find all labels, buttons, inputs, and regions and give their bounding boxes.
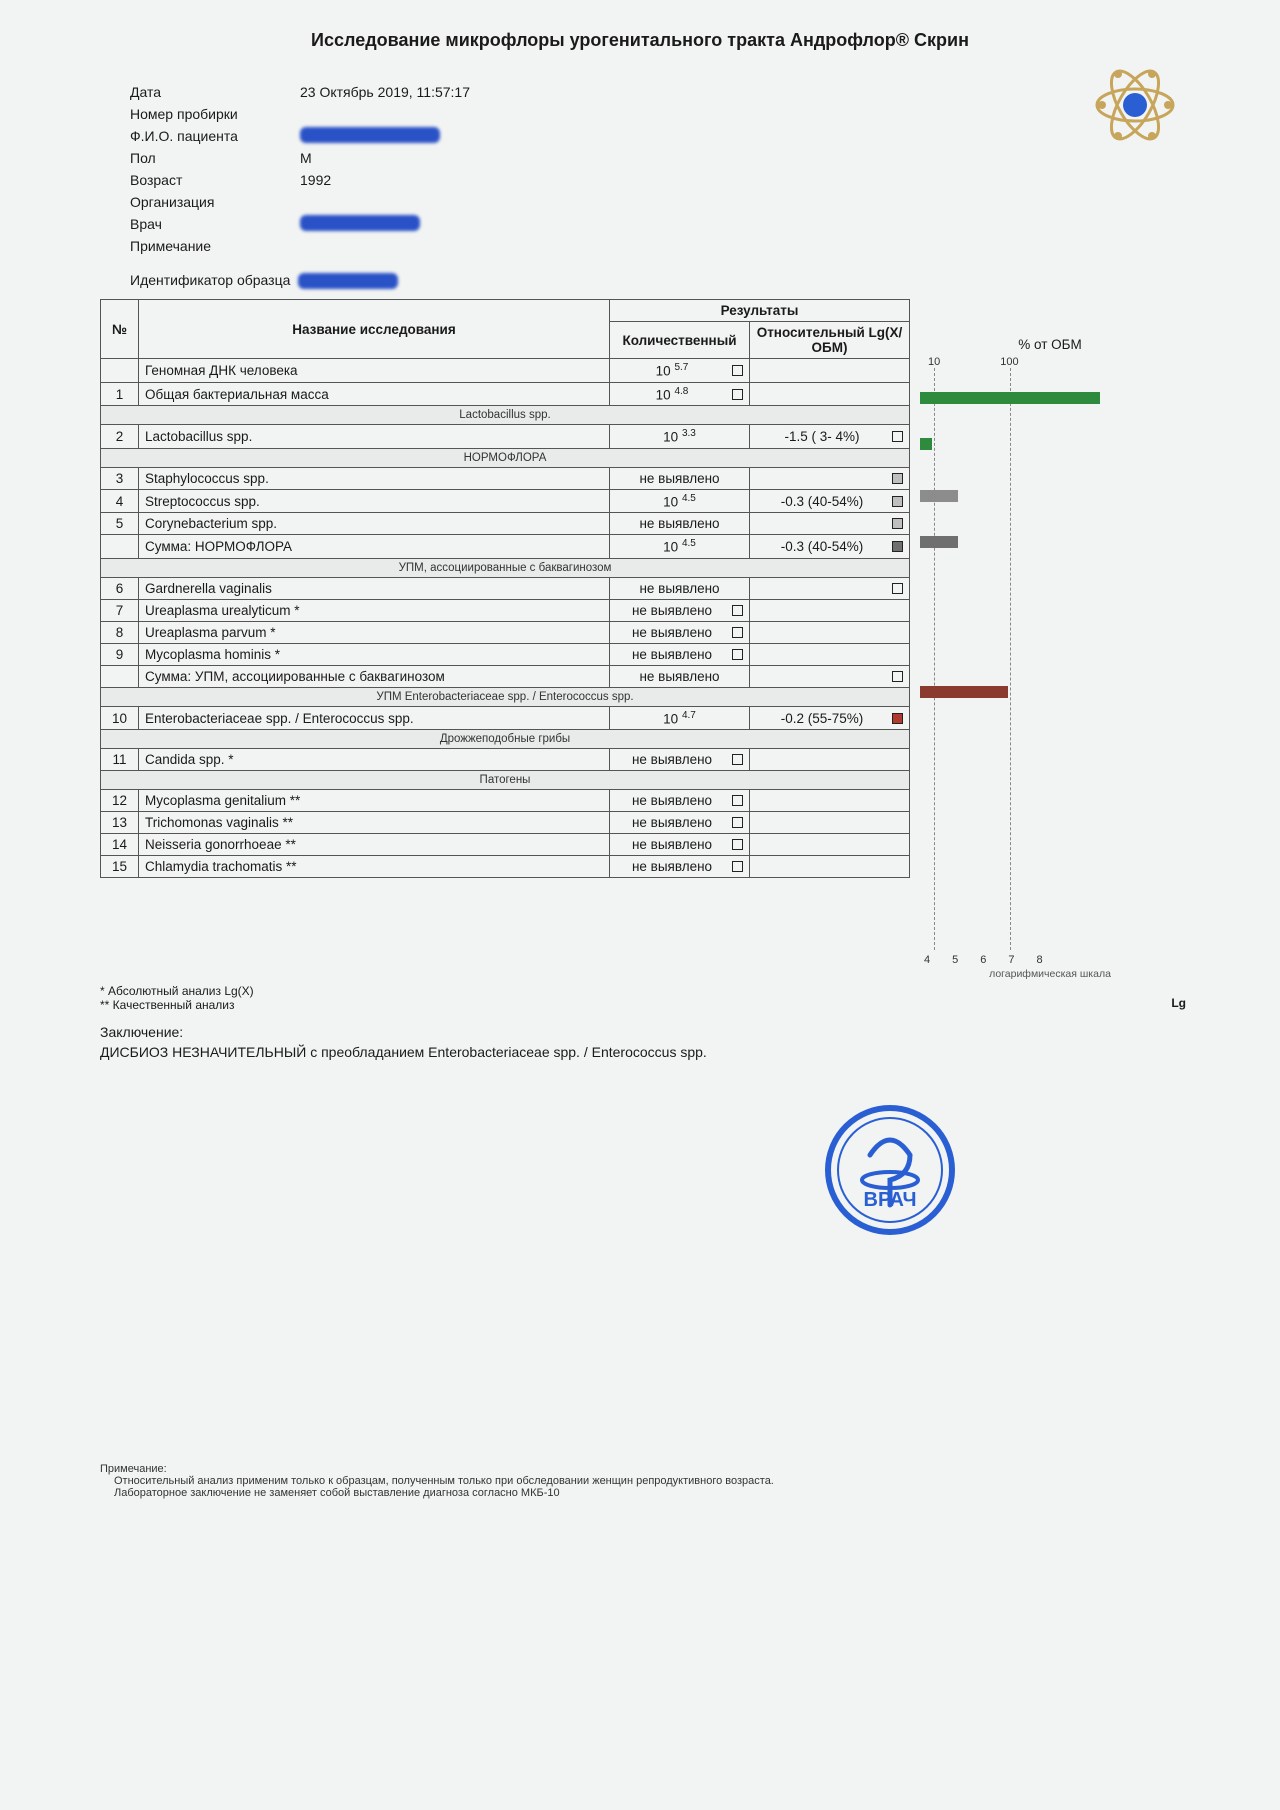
table-row: Геномная ДНК человека10 5.7 (101, 359, 910, 383)
chart-bar (920, 536, 958, 548)
meta-label-note: Примечание (130, 238, 300, 254)
table-row: 15Chlamydia trachomatis **не выявлено (101, 856, 910, 878)
chart-bar (920, 686, 1008, 698)
meta-label-doctor: Врач (130, 216, 300, 232)
chart-lg-label: Lg (1171, 996, 1186, 1010)
footnote-1: * Абсолютный анализ Lg(X) (100, 984, 1180, 998)
report-title: Исследование микрофлоры урогенитального … (100, 30, 1180, 51)
conclusion-text: ДИСБИОЗ НЕЗНАЧИТЕЛЬНЫЙ с преобладанием E… (100, 1044, 1180, 1060)
chart-bar (920, 438, 932, 450)
percent-obm-chart: % от ОБМ 10 100 4 5 6 7 8 логарифмическа… (920, 299, 1180, 980)
th-number: № (101, 300, 139, 359)
table-row: Сумма: УПМ, ассоциированные с баквагиноз… (101, 665, 910, 687)
lab-logo (1090, 60, 1180, 153)
conclusion-label: Заключение: (100, 1024, 1180, 1040)
table-row: 6Gardnerella vaginalisне выявлено (101, 577, 910, 599)
table-row: 2Lactobacillus spp.10 3.3-1.5 ( 3- 4%) (101, 425, 910, 449)
meta-label-org: Организация (130, 194, 300, 210)
axis-tick: 4 (924, 954, 930, 966)
redacted-doctor (300, 215, 420, 231)
section-lacto: Lactobacillus spp. (101, 406, 910, 425)
meta-label-sex: Пол (130, 150, 300, 166)
meta-label-tube: Номер пробирки (130, 106, 300, 122)
table-row: 11Candida spp. *не выявлено (101, 749, 910, 771)
axis-tick: 8 (1037, 954, 1043, 966)
table-row: 8Ureaplasma parvum *не выявлено (101, 621, 910, 643)
table-row: 4Streptococcus spp.10 4.5-0.3 (40-54%) (101, 489, 910, 513)
section-normoflora: НОРМОФЛОРА (101, 448, 910, 467)
table-row: 10Enterobacteriaceae spp. / Enterococcus… (101, 706, 910, 730)
redacted-sample-id (298, 273, 398, 289)
table-row: 12Mycoplasma genitalium **не выявлено (101, 790, 910, 812)
patient-meta: Дата23 Октябрь 2019, 11:57:17 Номер проб… (130, 81, 1180, 257)
meta-label-fio: Ф.И.О. пациента (130, 128, 300, 144)
chart-title: % от ОБМ (920, 337, 1180, 352)
meta-value-date: 23 Октябрь 2019, 11:57:17 (300, 84, 470, 100)
meta-value-sex: М (300, 150, 312, 166)
section-yeast: Дрожжеподобные грибы (101, 730, 910, 749)
svg-text:ВРАЧ: ВРАЧ (864, 1189, 917, 1211)
table-row: 13Trichomonas vaginalis **не выявлено (101, 812, 910, 834)
chart-bar (920, 392, 1100, 404)
meta-value-age: 1992 (300, 172, 331, 188)
table-row: 5Corynebacterium spp.не выявлено (101, 513, 910, 535)
th-rel: Относительный Lg(X/ОБМ) (750, 322, 910, 359)
table-row: 1Общая бактериальная масса10 4.8 (101, 382, 910, 406)
table-row: 9Mycoplasma hominis *не выявлено (101, 643, 910, 665)
table-row: 14Neisseria gonorrhoeae **не выявлено (101, 834, 910, 856)
section-upm-entero: УПМ Enterobacteriaceae spp. / Enterococc… (101, 687, 910, 706)
results-table: № Название исследования Результаты Колич… (100, 299, 910, 878)
meta-label-date: Дата (130, 84, 300, 100)
table-row: 3Staphylococcus spp.не выявлено (101, 467, 910, 489)
doctor-stamp: ВРАЧ (820, 1100, 1180, 1243)
table-row: 7Ureaplasma urealyticum *не выявлено (101, 599, 910, 621)
bottom-note: Примечание: Относительный анализ примени… (100, 1463, 1180, 1499)
chart-tick-100: 100 (1000, 356, 1018, 368)
th-quant: Количественный (610, 322, 750, 359)
redacted-fio (300, 127, 440, 143)
chart-bar (920, 490, 958, 502)
meta-label-age: Возраст (130, 172, 300, 188)
bottom-note-line2: Лабораторное заключение не заменяет собо… (114, 1487, 1180, 1499)
axis-tick: 7 (1008, 954, 1014, 966)
chart-tick-10: 10 (928, 356, 940, 368)
sample-id-label: Идентификатор образца (130, 272, 290, 288)
th-results: Результаты (610, 300, 910, 322)
chart-axis-label: логарифмическая шкала (920, 968, 1180, 980)
axis-tick: 5 (952, 954, 958, 966)
axis-tick: 6 (980, 954, 986, 966)
th-name: Название исследования (139, 300, 610, 359)
footnote-2: ** Качественный анализ (100, 998, 1180, 1012)
section-upm-bv: УПМ, ассоциированные с баквагинозом (101, 558, 910, 577)
bottom-note-label: Примечание: (100, 1463, 1180, 1475)
bottom-note-line1: Относительный анализ применим только к о… (114, 1475, 1180, 1487)
section-pathogens: Патогены (101, 771, 910, 790)
table-row: Сумма: НОРМОФЛОРА10 4.5-0.3 (40-54%) (101, 535, 910, 559)
